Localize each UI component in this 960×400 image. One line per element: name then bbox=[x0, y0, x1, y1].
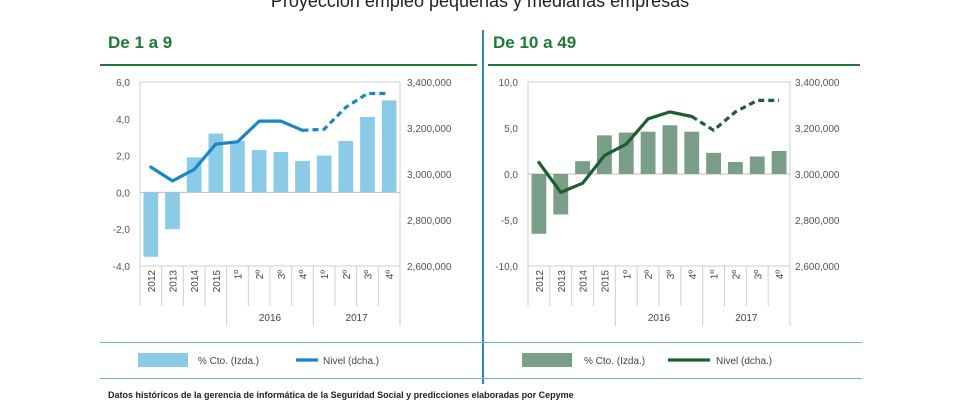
y-left-tick-label: -2,0 bbox=[113, 225, 131, 236]
bar bbox=[618, 132, 634, 174]
x-category-label: 3º bbox=[364, 270, 375, 280]
x-category-label: 2º bbox=[255, 270, 266, 280]
panel-2-title-rule bbox=[488, 64, 860, 66]
bar bbox=[295, 161, 310, 193]
panel-1-title: De 1 a 9 bbox=[108, 33, 173, 52]
x-category-label: 2013 bbox=[169, 270, 180, 293]
legend-bar-label: % Cto. (Izda.) bbox=[584, 356, 645, 367]
bar bbox=[771, 151, 787, 174]
y-right-tick-label: 3,000,000 bbox=[407, 170, 452, 181]
x-category-label: 1º bbox=[320, 270, 331, 280]
x-category-label: 2º bbox=[731, 270, 742, 280]
x-category-label: 1º bbox=[622, 270, 633, 280]
legend-bar-swatch bbox=[522, 353, 572, 367]
x-category-label: 2012 bbox=[147, 270, 158, 293]
bar bbox=[553, 174, 569, 215]
y-left-tick-label: 2,0 bbox=[116, 152, 130, 163]
y-left-tick-label: -10,0 bbox=[495, 262, 518, 273]
legend-line-label: Nivel (dcha.) bbox=[716, 356, 772, 367]
legend-bottom-rule bbox=[100, 378, 862, 379]
legend-bar-label: % Cto. (Izda.) bbox=[198, 356, 259, 367]
x-category-label: 2015 bbox=[212, 270, 223, 293]
y-left-tick-label: 0,0 bbox=[116, 188, 130, 199]
source-note: Datos históricos de la gerencia de infor… bbox=[108, 390, 574, 400]
x-category-label: 2014 bbox=[579, 270, 590, 293]
bar bbox=[360, 116, 375, 193]
x-group-label: 2017 bbox=[735, 313, 758, 324]
bar bbox=[575, 161, 591, 174]
chart-title: Proyección empleo pequeñas y medianas em… bbox=[270, 0, 690, 11]
x-category-label: 4º bbox=[775, 270, 786, 280]
x-category-label: 2º bbox=[342, 270, 353, 280]
bar bbox=[230, 140, 245, 193]
x-category-label: 1º bbox=[234, 270, 245, 280]
bar bbox=[143, 192, 159, 257]
bar bbox=[165, 192, 180, 230]
bar bbox=[381, 100, 397, 193]
bar bbox=[531, 174, 547, 234]
panel-divider bbox=[482, 30, 484, 384]
y-left-tick-label: -5,0 bbox=[501, 216, 519, 227]
x-category-label: 1º bbox=[710, 270, 721, 280]
bar bbox=[338, 140, 354, 193]
y-right-tick-label: 2,800,000 bbox=[407, 216, 452, 227]
y-right-tick-label: 3,400,000 bbox=[407, 78, 452, 89]
y-left-tick-label: 10,0 bbox=[499, 78, 519, 89]
x-category-label: 2º bbox=[644, 270, 655, 280]
bar bbox=[251, 150, 267, 193]
x-category-label: 2012 bbox=[535, 270, 546, 293]
x-category-label: 2015 bbox=[600, 270, 611, 293]
x-category-label: 3º bbox=[753, 270, 764, 280]
series-line-forecast bbox=[302, 91, 390, 132]
x-category-label: 2014 bbox=[190, 270, 201, 293]
bar bbox=[316, 155, 332, 193]
legend-top-rule bbox=[100, 342, 862, 343]
x-group-label: 2016 bbox=[259, 313, 282, 324]
bar bbox=[273, 151, 289, 193]
bar bbox=[727, 162, 743, 174]
x-category-label: 2013 bbox=[557, 270, 568, 293]
series-line-actual bbox=[537, 110, 694, 194]
y-left-tick-label: 4,0 bbox=[116, 115, 130, 126]
bar bbox=[749, 156, 765, 174]
panel-1-title-rule bbox=[100, 64, 477, 66]
y-right-tick-label: 2,800,000 bbox=[795, 216, 840, 227]
y-left-tick-label: 6,0 bbox=[116, 78, 130, 89]
x-category-label: 4º bbox=[385, 270, 396, 280]
legend-line-label: Nivel (dcha.) bbox=[323, 356, 379, 367]
y-right-tick-label: 3,400,000 bbox=[795, 78, 840, 89]
bar bbox=[684, 131, 700, 174]
y-left-tick-label: -4,0 bbox=[113, 262, 131, 273]
x-group-label: 2016 bbox=[648, 313, 671, 324]
x-category-label: 3º bbox=[277, 270, 288, 280]
y-right-tick-label: 3,200,000 bbox=[795, 124, 840, 135]
y-left-tick-label: 0,0 bbox=[504, 170, 518, 181]
series-line-actual bbox=[149, 119, 305, 183]
x-category-label: 3º bbox=[666, 270, 677, 280]
x-category-label: 4º bbox=[688, 270, 699, 280]
legend-bar-swatch bbox=[138, 353, 188, 367]
panel-2-title: De 10 a 49 bbox=[493, 33, 577, 52]
bar bbox=[662, 125, 678, 174]
y-right-tick-label: 3,200,000 bbox=[407, 124, 452, 135]
x-group-label: 2017 bbox=[346, 313, 369, 324]
y-right-tick-label: 2,600,000 bbox=[795, 262, 840, 273]
bar bbox=[706, 152, 722, 174]
y-left-tick-label: 5,0 bbox=[504, 124, 518, 135]
bar bbox=[640, 131, 656, 174]
x-category-label: 4º bbox=[299, 270, 310, 280]
y-right-tick-label: 2,600,000 bbox=[407, 262, 452, 273]
y-right-tick-label: 3,000,000 bbox=[795, 170, 840, 181]
series-line-forecast bbox=[690, 98, 780, 132]
